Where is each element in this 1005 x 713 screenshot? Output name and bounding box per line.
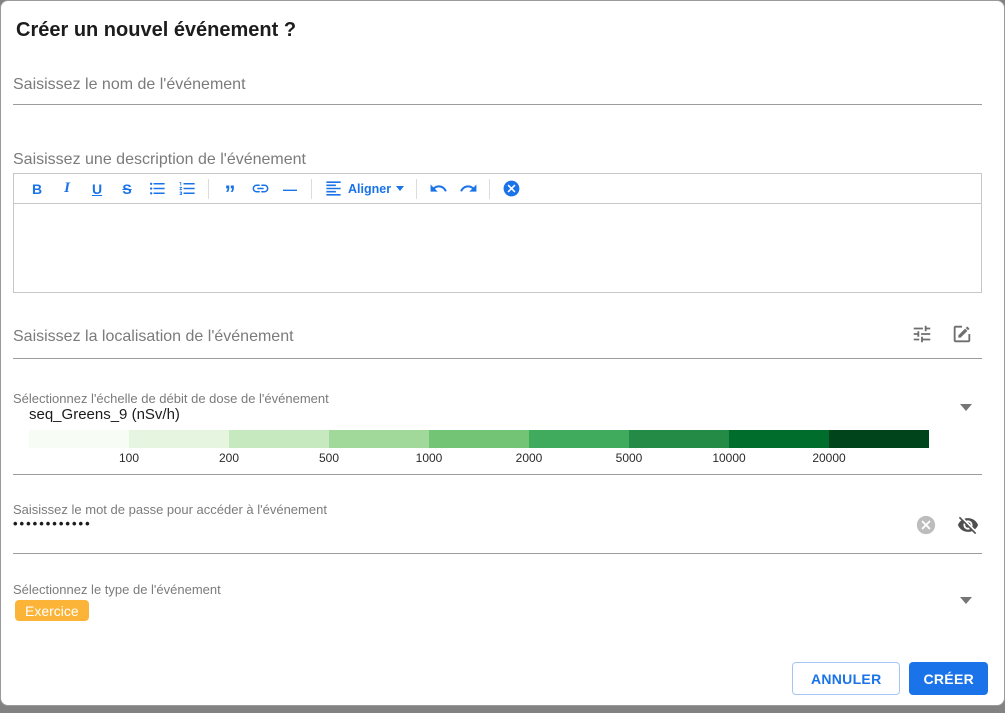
editor-content[interactable] (13, 204, 982, 293)
event-type-dropdown-arrow-icon[interactable] (960, 597, 972, 604)
strikethrough-button[interactable]: S (112, 176, 142, 202)
align-menu-label: Aligner (348, 181, 392, 196)
link-button[interactable] (245, 176, 275, 202)
toolbar-divider (311, 178, 312, 199)
scale-color-segment (329, 430, 429, 448)
scale-tick-label: 10000 (712, 451, 746, 465)
dose-scale-dropdown-arrow-icon[interactable] (960, 404, 972, 411)
blockquote-button[interactable]: ” (215, 176, 245, 204)
bullet-list-button[interactable] (142, 176, 172, 202)
event-location-input[interactable] (13, 317, 893, 357)
dose-scale-ticks: 100 200 500 1000 2000 5000 10000 20000 (29, 451, 929, 465)
field-divider (13, 474, 982, 475)
redo-button[interactable] (453, 176, 483, 202)
scale-color-segment (129, 430, 229, 448)
scale-tick-label: 100 (118, 451, 140, 465)
italic-button[interactable]: I (52, 176, 82, 202)
password-label: Saisissez le mot de passe pour accéder à… (13, 502, 327, 517)
undo-icon (430, 184, 447, 192)
scale-tick-label: 1000 (415, 451, 443, 465)
event-type-label: Sélectionnez le type de l'événement (13, 582, 221, 597)
scale-color-segment (629, 430, 729, 448)
dose-scale-bar (29, 430, 929, 448)
rich-text-editor: B I U S ” — Aligner (13, 173, 982, 293)
scale-color-segment (229, 430, 329, 448)
redo-icon (459, 184, 476, 192)
bold-button[interactable]: B (22, 176, 52, 202)
undo-button[interactable] (423, 176, 453, 202)
event-name-input[interactable] (13, 65, 982, 105)
dialog-title: Créer un nouvel événement ? (16, 19, 297, 41)
event-type-chip[interactable]: Exercice (15, 600, 89, 621)
edit-square-icon (953, 325, 971, 343)
event-description-label: Saisissez une description de l'événement (13, 151, 306, 168)
numbered-list-icon (179, 182, 195, 195)
scale-tick-label: 20000 (812, 451, 846, 465)
link-icon (252, 184, 268, 193)
align-left-icon (326, 181, 341, 196)
scale-tick-label: 5000 (615, 451, 643, 465)
toggle-password-visibility-button[interactable] (955, 512, 981, 538)
scale-color-segment (829, 430, 929, 448)
field-divider (13, 553, 982, 554)
scale-tick-label: 200 (218, 451, 240, 465)
scale-tick-label: 500 (318, 451, 340, 465)
scale-color-segment (729, 430, 829, 448)
underline-button[interactable]: U (82, 176, 112, 202)
numbered-list-button[interactable] (172, 176, 202, 202)
clear-formatting-button[interactable] (496, 176, 526, 202)
eye-off-icon (957, 516, 979, 535)
cancel-button[interactable]: ANNULER (791, 662, 901, 695)
scale-tick-label: 2000 (515, 451, 543, 465)
toolbar-divider (208, 178, 209, 199)
close-circle-icon (916, 515, 936, 535)
clear-password-button[interactable] (913, 512, 939, 538)
editor-toolbar: B I U S ” — Aligner (13, 173, 982, 204)
scale-color-segment (529, 430, 629, 448)
create-button[interactable]: CRÉER (909, 662, 988, 695)
field-divider (13, 358, 982, 359)
horizontal-rule-button[interactable]: — (275, 176, 305, 202)
tune-sliders-icon (913, 325, 931, 343)
dose-scale-select-value[interactable]: seq_Greens_9 (nSv/h) (29, 406, 180, 423)
dose-scale-label: Sélectionnez l'échelle de débit de dose … (13, 391, 329, 406)
location-edit-button[interactable] (949, 321, 975, 347)
scale-color-segment (29, 430, 129, 448)
scale-color-segment (429, 430, 529, 448)
toolbar-divider (489, 178, 491, 199)
bullet-list-icon (149, 182, 165, 195)
chevron-down-icon (396, 186, 405, 191)
password-input[interactable]: •••••••••••• (13, 516, 92, 531)
location-filter-button[interactable] (909, 321, 935, 347)
close-circle-icon (503, 180, 519, 197)
toolbar-divider (416, 178, 418, 199)
dialog-actions: ANNULER CRÉER (791, 662, 988, 695)
align-menu-button[interactable]: Aligner (318, 176, 410, 202)
